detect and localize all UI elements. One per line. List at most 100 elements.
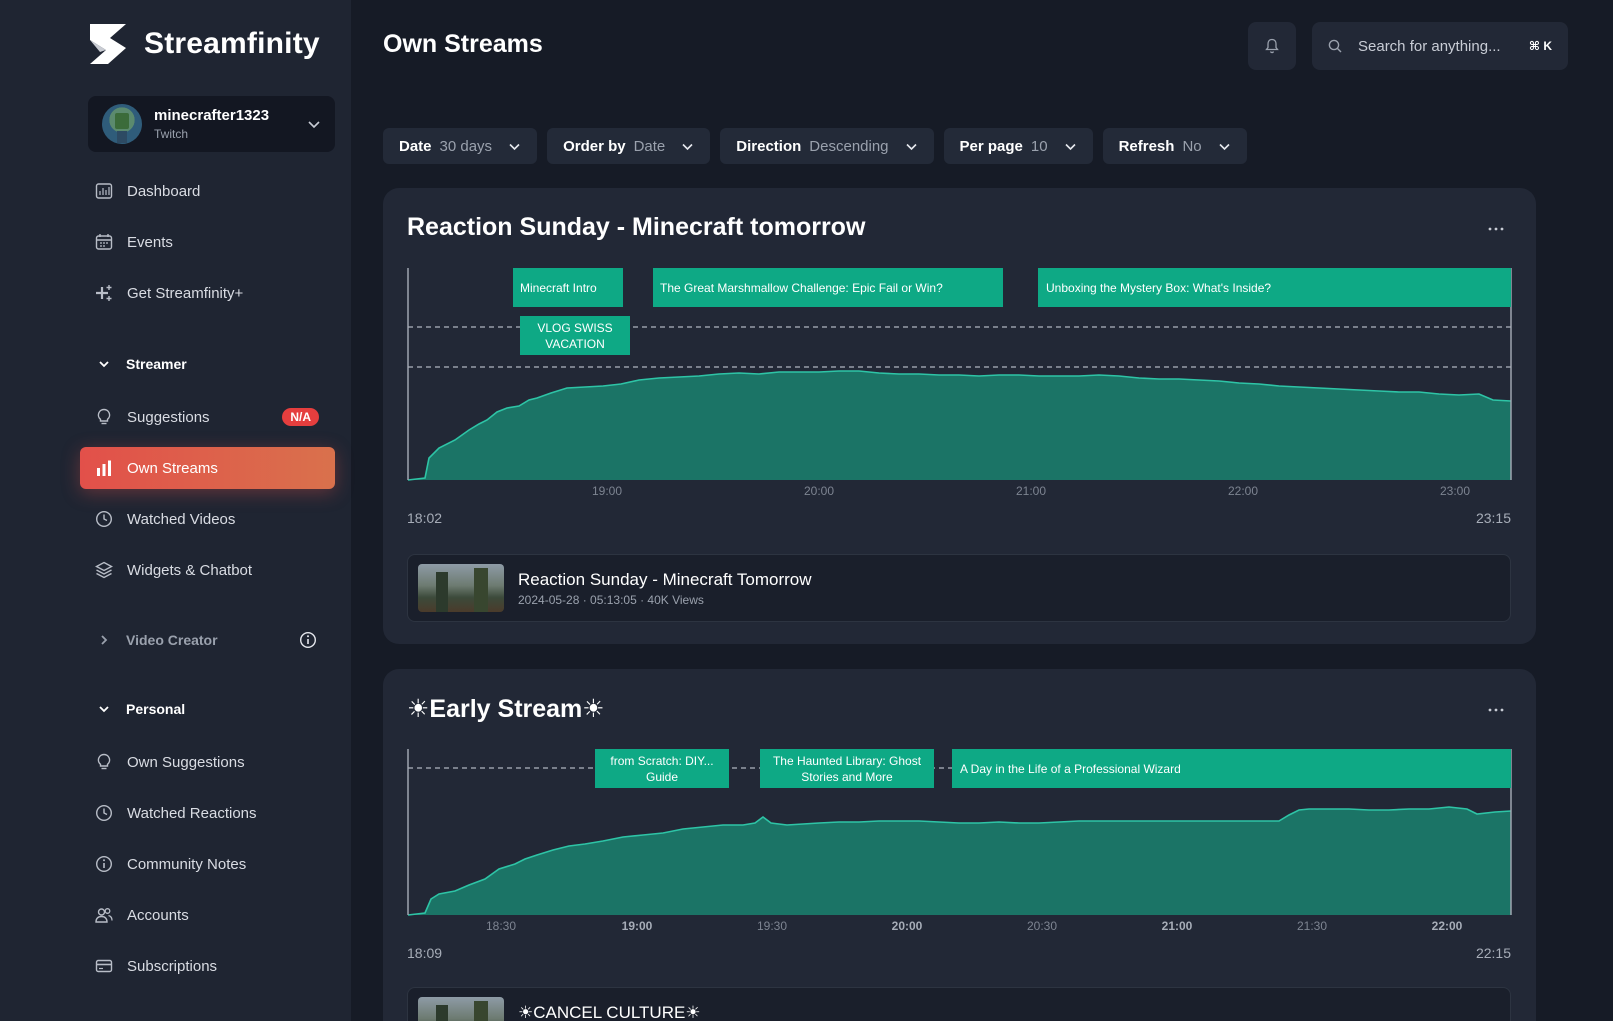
sidebar-item-label: Get Streamfinity+ bbox=[127, 284, 244, 302]
segment-block[interactable] bbox=[653, 268, 1003, 307]
segment-block[interactable] bbox=[595, 749, 729, 788]
chevron-right-icon bbox=[101, 635, 108, 645]
search-shortcut: ⌘ K bbox=[1528, 39, 1552, 53]
sidebar: Streamfinity minecrafter1323 Twitch Dash… bbox=[0, 0, 351, 1021]
sidebar-item-watched-reactions[interactable]: Watched Reactions bbox=[80, 792, 335, 834]
sidebar-item-community-notes[interactable]: Community Notes bbox=[80, 843, 335, 885]
section-label: Streamer bbox=[126, 356, 187, 372]
viewer-line bbox=[407, 370, 1512, 481]
filter-key: Refresh bbox=[1118, 137, 1175, 155]
segment-label: A Day in the Life of a Professional Wiza… bbox=[960, 762, 1181, 776]
sparkle-plus-icon bbox=[96, 285, 112, 301]
chevron-down-icon bbox=[509, 143, 520, 150]
section-personal[interactable]: Personal bbox=[80, 694, 335, 724]
vod-thumbnail bbox=[418, 564, 504, 612]
sidebar-item-suggestions[interactable]: Suggestions N/A bbox=[80, 396, 335, 438]
sidebar-item-widgets[interactable]: Widgets & Chatbot bbox=[80, 549, 335, 591]
users-icon bbox=[95, 908, 113, 923]
account-platform: Twitch bbox=[154, 127, 189, 141]
sidebar-item-label: Widgets & Chatbot bbox=[127, 561, 253, 579]
segment-label: Unboxing the Mystery Box: What's Inside? bbox=[1046, 281, 1271, 295]
viewer-area bbox=[408, 371, 1511, 480]
sidebar-item-label: Events bbox=[127, 233, 173, 251]
more-options-icon[interactable] bbox=[1486, 707, 1506, 713]
stream-title: Reaction Sunday - Minecraft tomorrow bbox=[407, 213, 866, 241]
sidebar-item-own-suggestions[interactable]: Own Suggestions bbox=[80, 741, 335, 783]
info-icon[interactable] bbox=[299, 631, 317, 649]
filter-per-page[interactable]: Per page 10 bbox=[943, 128, 1093, 164]
sidebar-item-label: Watched Videos bbox=[127, 510, 236, 528]
stream-card: Reaction Sunday - Minecraft tomorrow Min… bbox=[383, 188, 1536, 644]
sidebar-item-label: Community Notes bbox=[127, 855, 247, 873]
sidebar-item-label: Own Suggestions bbox=[127, 753, 245, 771]
sidebar-item-dashboard[interactable]: Dashboard bbox=[80, 170, 335, 212]
section-streamer[interactable]: Streamer bbox=[80, 349, 335, 379]
bar-chart-icon bbox=[97, 460, 111, 476]
stream-start-time: 18:02 bbox=[407, 510, 443, 526]
brand-name: Streamfinity bbox=[144, 27, 320, 60]
page-title: Own Streams bbox=[383, 30, 543, 58]
filter-refresh[interactable]: Refresh No bbox=[1102, 128, 1247, 164]
sidebar-item-watched-videos[interactable]: Watched Videos bbox=[80, 498, 335, 540]
filter-key: Per page bbox=[959, 137, 1023, 155]
sidebar-item-label: Accounts bbox=[127, 906, 189, 924]
section-label: Video Creator bbox=[126, 632, 218, 648]
layers-icon bbox=[95, 561, 113, 579]
filter-direction[interactable]: Direction Descending bbox=[720, 128, 934, 164]
sidebar-item-subscriptions[interactable]: Subscriptions bbox=[80, 945, 335, 987]
filter-date[interactable]: Date 30 days bbox=[383, 128, 538, 164]
search-icon bbox=[1328, 39, 1342, 53]
filter-bar: Date 30 days Order by Date Direction Des… bbox=[383, 128, 1247, 164]
more-options-icon[interactable] bbox=[1486, 226, 1506, 232]
stream-end-time: 22:15 bbox=[1475, 945, 1511, 961]
stream-end-time: 23:15 bbox=[1475, 510, 1511, 526]
filter-value: Descending bbox=[809, 137, 889, 155]
segment-label-line-2: Guide bbox=[646, 770, 678, 784]
filter-value: No bbox=[1182, 137, 1202, 155]
filter-order-by[interactable]: Order by Date bbox=[547, 128, 711, 164]
chevron-down-icon bbox=[99, 706, 109, 713]
sidebar-item-events[interactable]: Events bbox=[80, 221, 335, 263]
search-bar[interactable]: ⌘ K bbox=[1312, 22, 1568, 70]
bell-icon bbox=[1265, 38, 1279, 54]
tick-label: 19:00 bbox=[622, 919, 653, 933]
tick-label: 22:00 bbox=[1228, 484, 1258, 498]
tick-label: 18:30 bbox=[486, 919, 516, 933]
segment-label-line-2: Stories and More bbox=[801, 770, 893, 784]
segment-label-line-1: from Scratch: DIY... bbox=[610, 754, 713, 768]
chevron-down-icon bbox=[99, 361, 109, 368]
chevron-down-icon bbox=[1065, 143, 1076, 150]
segment-label: The Great Marshmallow Challenge: Epic Fa… bbox=[660, 281, 943, 295]
sidebar-item-own-streams[interactable]: Own Streams bbox=[80, 447, 335, 489]
segment-block[interactable] bbox=[760, 749, 934, 788]
sidebar-item-label: Suggestions bbox=[127, 408, 210, 426]
sidebar-item-label: Dashboard bbox=[127, 182, 201, 200]
sidebar-item-accounts[interactable]: Accounts bbox=[80, 894, 335, 936]
brand[interactable]: Streamfinity bbox=[86, 22, 320, 66]
segment-block[interactable] bbox=[513, 268, 623, 307]
segment-block[interactable] bbox=[1038, 268, 1511, 307]
credit-card-icon bbox=[95, 959, 113, 973]
clock-icon bbox=[95, 804, 113, 822]
segment-block[interactable] bbox=[952, 749, 1511, 788]
search-input[interactable] bbox=[1358, 37, 1508, 55]
vod-item[interactable]: Reaction Sunday - Minecraft Tomorrow 202… bbox=[407, 554, 1511, 622]
filter-key: Date bbox=[399, 137, 432, 155]
section-video-creator[interactable]: Video Creator bbox=[80, 625, 335, 655]
tick-label: 22:00 bbox=[1432, 919, 1463, 933]
segment-block[interactable] bbox=[520, 316, 630, 355]
viewer-chart: from Scratch: DIY... Guide The Haunted L… bbox=[407, 749, 1512, 933]
tick-label: 20:00 bbox=[804, 484, 834, 498]
segment-label-line-1: VLOG SWISS bbox=[537, 321, 612, 335]
account-switcher[interactable]: minecrafter1323 Twitch bbox=[88, 96, 335, 152]
vod-thumbnail bbox=[418, 997, 504, 1021]
notifications-button[interactable] bbox=[1248, 22, 1296, 70]
chevron-down-icon bbox=[308, 121, 320, 129]
vod-item[interactable]: ☀CANCEL CULTURE☀ bbox=[407, 987, 1511, 1021]
lightbulb-icon bbox=[97, 753, 111, 770]
segment-label-line-1: The Haunted Library: Ghost bbox=[773, 754, 922, 768]
stream-title: ☀Early Stream☀ bbox=[407, 695, 605, 723]
sidebar-item-streamfinity-plus[interactable]: Get Streamfinity+ bbox=[80, 272, 335, 314]
calendar-icon bbox=[95, 234, 113, 250]
info-icon bbox=[95, 855, 113, 873]
